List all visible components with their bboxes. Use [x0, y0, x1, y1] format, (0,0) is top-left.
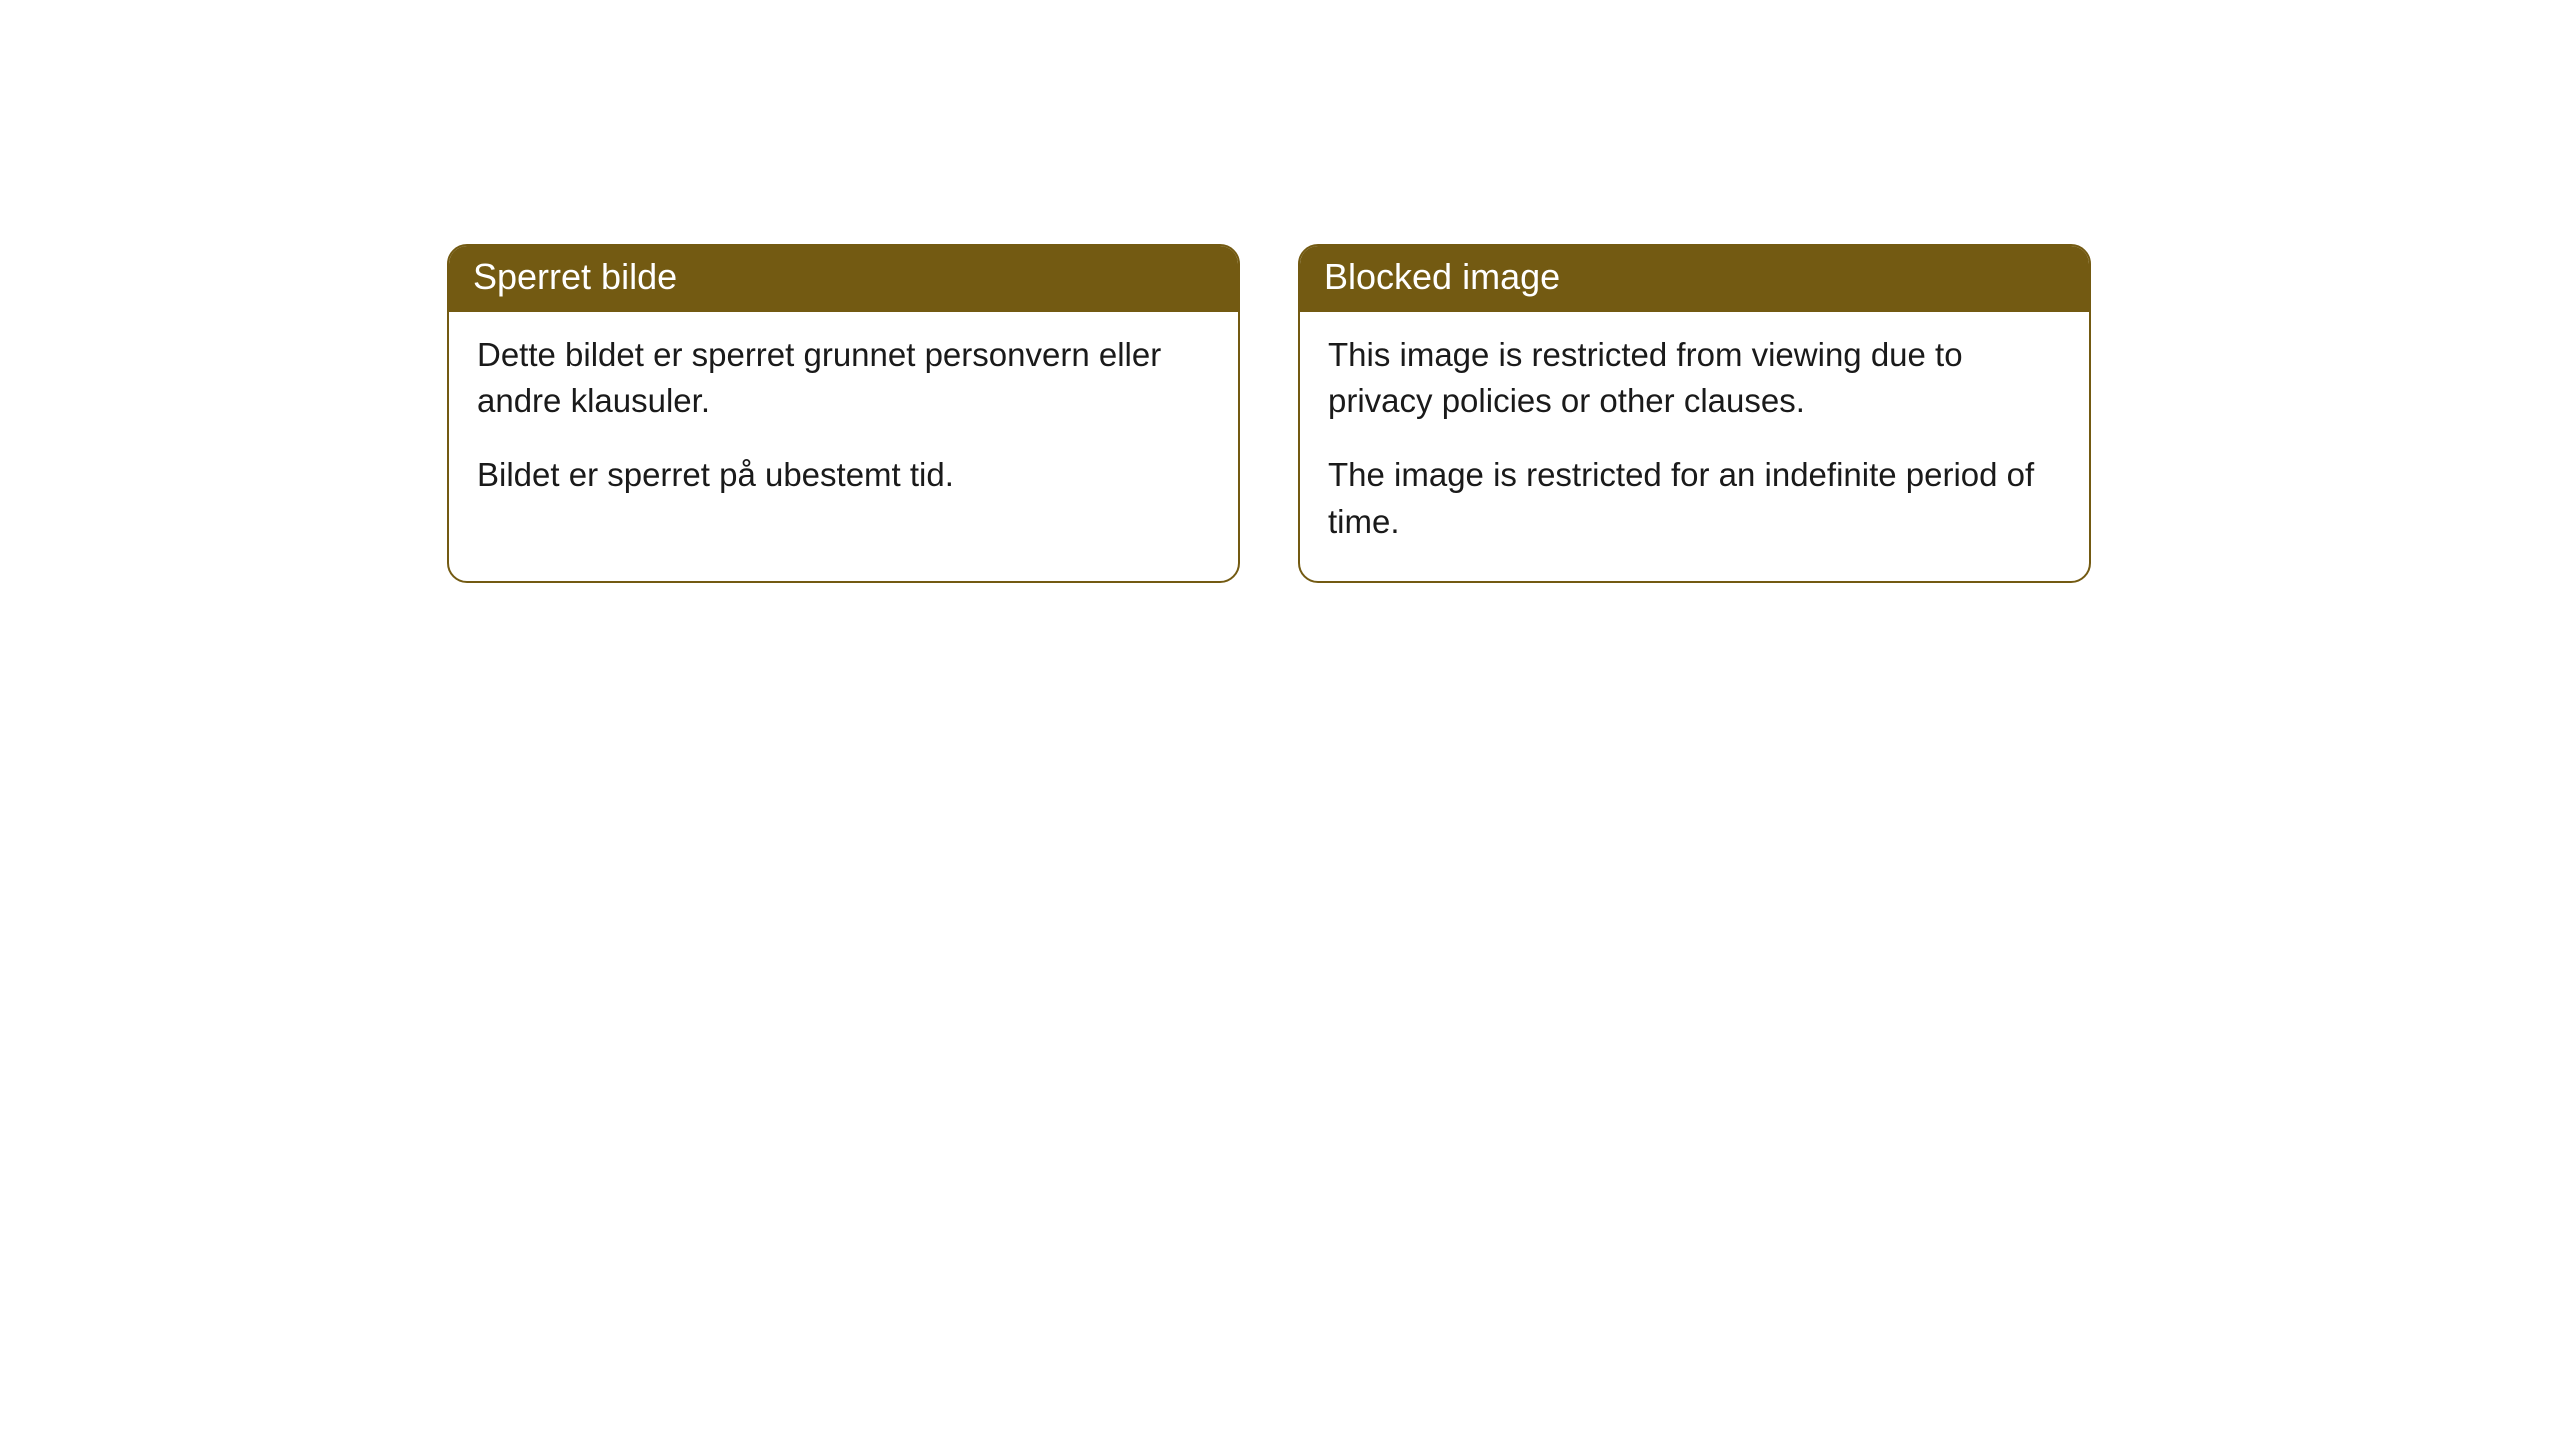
- notice-cards-container: Sperret bilde Dette bildet er sperret gr…: [447, 244, 2091, 583]
- card-body-norwegian: Dette bildet er sperret grunnet personve…: [449, 312, 1238, 535]
- card-paragraph: This image is restricted from viewing du…: [1328, 332, 2061, 424]
- card-paragraph: Dette bildet er sperret grunnet personve…: [477, 332, 1210, 424]
- card-body-english: This image is restricted from viewing du…: [1300, 312, 2089, 581]
- notice-card-norwegian: Sperret bilde Dette bildet er sperret gr…: [447, 244, 1240, 583]
- card-paragraph: The image is restricted for an indefinit…: [1328, 452, 2061, 544]
- notice-card-english: Blocked image This image is restricted f…: [1298, 244, 2091, 583]
- card-header-english: Blocked image: [1300, 246, 2089, 312]
- card-header-norwegian: Sperret bilde: [449, 246, 1238, 312]
- card-paragraph: Bildet er sperret på ubestemt tid.: [477, 452, 1210, 498]
